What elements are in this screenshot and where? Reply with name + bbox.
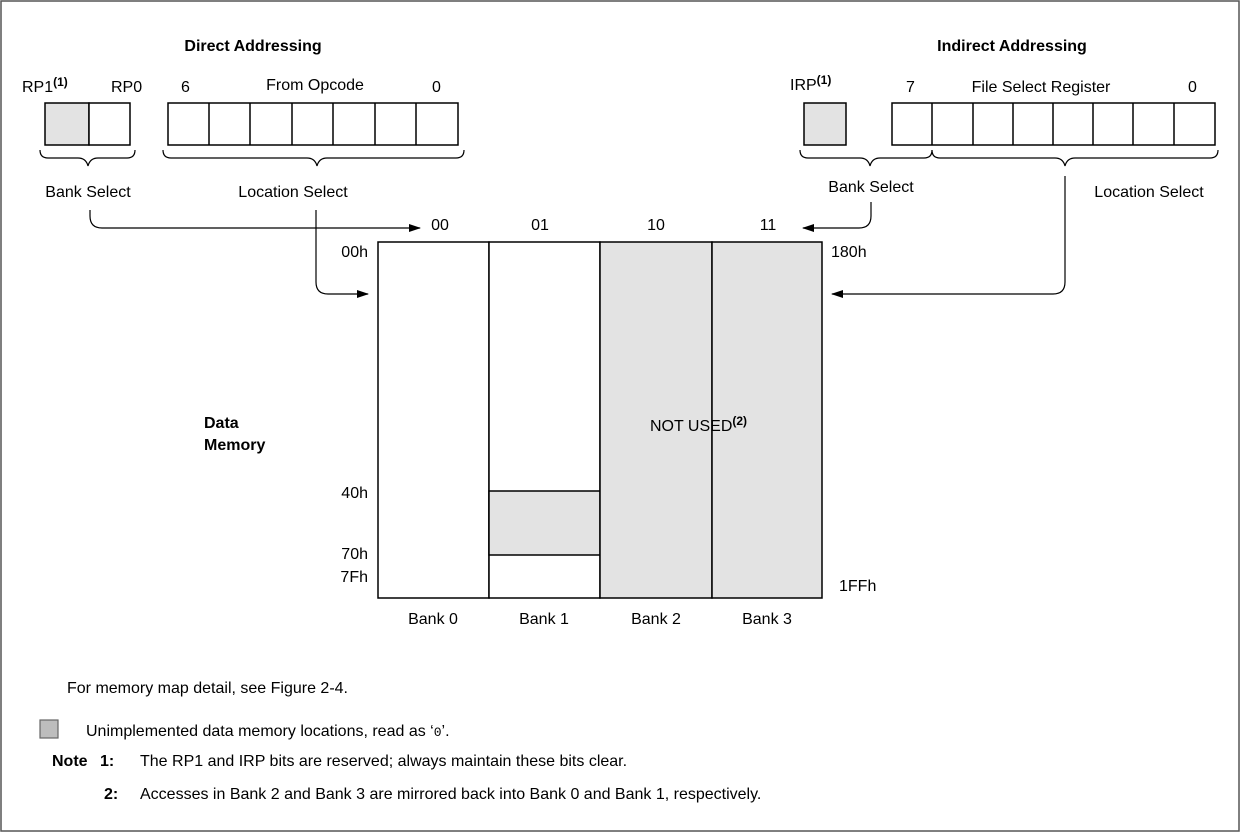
rp1-footnote: (1)	[53, 75, 68, 89]
note-1-text: The RP1 and IRP bits are reserved; alway…	[140, 753, 627, 770]
address-180h: 180h	[831, 244, 867, 261]
indirect-bit-high: 7	[906, 79, 915, 96]
bank-3-name: Bank 3	[742, 611, 792, 628]
rp1-bit-cell	[44, 102, 90, 146]
rp0-label: RP0	[111, 79, 142, 96]
note-label: Note	[52, 753, 88, 770]
legend-text-b: ’.	[442, 723, 450, 740]
address-7fh: 7Fh	[340, 569, 368, 586]
memory-map-note: For memory map detail, see Figure 2-4.	[67, 680, 348, 697]
bank-code-00: 00	[431, 217, 449, 234]
direct-bit-high: 6	[181, 79, 190, 96]
address-1ffh: 1FFh	[839, 578, 876, 595]
indirect-bit-low: 0	[1188, 79, 1197, 96]
fsr-register	[891, 102, 1216, 146]
note-2-number: 2:	[104, 786, 118, 803]
data-memory-label-line2: Memory	[204, 437, 265, 454]
direct-location-arrow	[315, 210, 369, 298]
bank-0-block	[377, 241, 490, 599]
bank-select-brace	[39, 149, 136, 167]
opcode-register	[167, 102, 459, 146]
location-select-brace	[162, 149, 465, 167]
address-00h: 00h	[341, 244, 368, 261]
not-used-text: NOT USED	[650, 418, 732, 435]
rp1-text: RP1	[22, 79, 53, 96]
irp-footnote: (1)	[817, 73, 832, 87]
direct-bank-select-label: Bank Select	[45, 184, 131, 201]
irp-bit-cell	[803, 102, 847, 146]
legend-swatch	[39, 719, 59, 739]
irp-text: IRP	[790, 77, 817, 94]
rp0-bit-cell	[88, 102, 131, 146]
bank-code-11: 11	[760, 217, 777, 234]
bank-code-10: 10	[647, 217, 665, 234]
address-70h: 70h	[341, 546, 368, 563]
indirect-location-arrow	[831, 176, 1066, 298]
indirect-location-select-label: Location Select	[1094, 184, 1204, 201]
direct-bit-low: 0	[432, 79, 441, 96]
bank-1-unimplemented-region	[488, 490, 601, 556]
direct-location-select-label: Location Select	[238, 184, 348, 201]
legend-text-a: Unimplemented data memory locations, rea…	[86, 723, 434, 740]
bank-0-name: Bank 0	[408, 611, 458, 628]
data-memory-label-line1: Data	[204, 415, 239, 432]
bank-1-name: Bank 1	[519, 611, 569, 628]
bank-3-block	[711, 241, 823, 599]
note-2-text: Accesses in Bank 2 and Bank 3 are mirror…	[140, 786, 761, 803]
from-opcode-label: From Opcode	[266, 77, 364, 94]
legend-text: Unimplemented data memory locations, rea…	[86, 723, 450, 740]
bank-2-block	[599, 241, 713, 599]
not-used-footnote: (2)	[732, 414, 747, 428]
bank-code-01: 01	[531, 217, 549, 234]
indirect-bank-select-brace	[799, 149, 933, 167]
legend-zero: 0	[434, 725, 442, 740]
not-used-label: NOT USED(2)	[650, 414, 747, 435]
indirect-bank-select-label: Bank Select	[828, 179, 914, 196]
direct-bank-arrow	[89, 210, 421, 232]
irp-label: IRP(1)	[790, 73, 831, 94]
direct-addressing-title: Direct Addressing	[184, 38, 321, 55]
note-1-number: 1:	[100, 753, 114, 770]
fsr-label: File Select Register	[972, 79, 1111, 96]
indirect-location-select-brace	[931, 149, 1219, 167]
bank-2-name: Bank 2	[631, 611, 681, 628]
rp1-label: RP1(1)	[22, 75, 68, 96]
indirect-bank-arrow	[802, 202, 872, 232]
address-40h: 40h	[341, 485, 368, 502]
indirect-addressing-title: Indirect Addressing	[937, 38, 1087, 55]
